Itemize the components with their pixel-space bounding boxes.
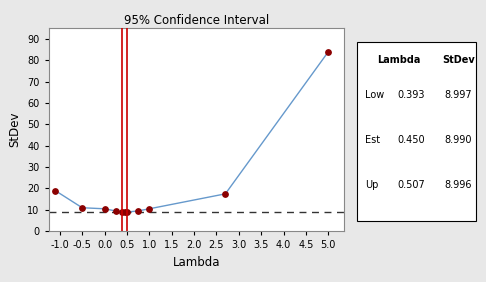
Point <box>112 209 120 213</box>
Title: 95% Confidence Interval: 95% Confidence Interval <box>123 14 269 27</box>
Point <box>118 210 126 214</box>
Text: 0.450: 0.450 <box>398 135 425 145</box>
Point <box>145 206 153 211</box>
Text: 8.997: 8.997 <box>445 90 472 100</box>
Text: 0.393: 0.393 <box>398 90 425 100</box>
Y-axis label: StDev: StDev <box>9 112 22 147</box>
Text: StDev: StDev <box>442 55 475 65</box>
Text: 0.507: 0.507 <box>398 180 425 190</box>
Text: 8.990: 8.990 <box>445 135 472 145</box>
Point <box>121 210 129 214</box>
Point <box>222 191 229 196</box>
Point <box>78 206 86 210</box>
Text: Est: Est <box>364 135 380 145</box>
Text: Lambda: Lambda <box>377 55 420 65</box>
Point <box>134 209 142 213</box>
Point <box>52 188 59 193</box>
Point <box>101 206 108 211</box>
X-axis label: Lambda: Lambda <box>173 256 220 269</box>
FancyBboxPatch shape <box>357 42 476 221</box>
Point <box>325 49 332 54</box>
Text: Up: Up <box>364 180 378 190</box>
Text: Low: Low <box>364 90 384 100</box>
Point <box>123 210 131 214</box>
Text: 8.996: 8.996 <box>445 180 472 190</box>
